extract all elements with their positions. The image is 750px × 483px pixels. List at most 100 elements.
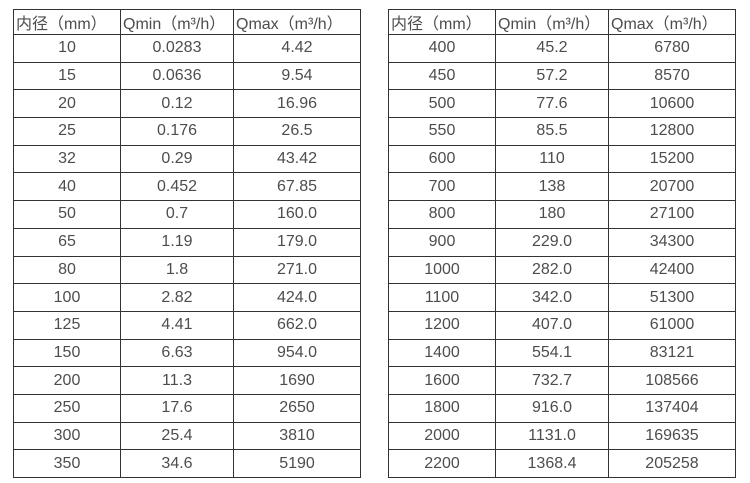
table-cell: 34300 <box>608 227 736 257</box>
table-cell: 229.0 <box>495 227 609 257</box>
table-cell: 282.0 <box>495 255 609 285</box>
table-cell: 450 <box>388 61 496 91</box>
table-cell: 17.6 <box>120 393 234 423</box>
table-cell: 900 <box>388 227 496 257</box>
table-row: 300 25.4 3810 <box>13 421 361 451</box>
table-cell: 2200 <box>388 449 496 478</box>
table-cell: 20 <box>13 89 121 119</box>
table-cell: 954.0 <box>233 338 361 368</box>
table-cell: 45.2 <box>495 34 609 63</box>
header-inner-diameter: 内径（mm） <box>13 9 121 35</box>
table-row: 10 0.0283 4.42 <box>13 34 361 63</box>
table-row: 1100 342.0 51300 <box>388 283 736 312</box>
table-cell: 1600 <box>388 366 496 395</box>
table-cell: 179.0 <box>233 227 361 257</box>
table-cell: 2650 <box>233 393 361 423</box>
table-cell: 424.0 <box>233 283 361 312</box>
table-row: 100 2.82 424.0 <box>13 283 361 312</box>
table-cell: 1100 <box>388 283 496 312</box>
table-cell: 600 <box>388 144 496 174</box>
table-row: 150 6.63 954.0 <box>13 338 361 368</box>
table-cell: 25 <box>13 117 121 146</box>
table-cell: 108566 <box>608 366 736 395</box>
table-cell: 67.85 <box>233 172 361 202</box>
table-cell: 916.0 <box>495 393 609 423</box>
table-cell: 32 <box>13 144 121 174</box>
table-cell: 20700 <box>608 172 736 202</box>
table-cell: 25.4 <box>120 421 234 451</box>
table-cell: 9.54 <box>233 61 361 91</box>
table-body: 400 45.2 6780 450 57.2 8570 500 77.6 10600 550 85.… <box>388 34 736 478</box>
table-cell: 200 <box>13 366 121 395</box>
table-cell: 50 <box>13 200 121 229</box>
table-cell: 1131.0 <box>495 421 609 451</box>
table-cell: 6.63 <box>120 338 234 368</box>
table-cell: 15 <box>13 61 121 91</box>
table-header-row: 内径（mm） Qmin（m³/h） Qmax（m³/h） <box>388 9 736 35</box>
table-row: 800 180 27100 <box>388 200 736 229</box>
table-row: 550 85.5 12800 <box>388 117 736 146</box>
table-row: 700 138 20700 <box>388 172 736 202</box>
table-row: 500 77.6 10600 <box>388 89 736 119</box>
table-row: 1600 732.7 108566 <box>388 366 736 395</box>
table-cell: 400 <box>388 34 496 63</box>
table-cell: 350 <box>13 449 121 478</box>
flow-table-dn400-2200: 内径（mm） Qmin（m³/h） Qmax（m³/h） 400 45.2 6780… <box>388 9 736 478</box>
table-cell: 1368.4 <box>495 449 609 478</box>
table-cell: 700 <box>388 172 496 202</box>
table-cell: 1690 <box>233 366 361 395</box>
table-cell: 80 <box>13 255 121 285</box>
table-cell: 83121 <box>608 338 736 368</box>
table-cell: 5190 <box>233 449 361 478</box>
table-cell: 10600 <box>608 89 736 119</box>
table-row: 2000 1131.0 169635 <box>388 421 736 451</box>
table-cell: 554.1 <box>495 338 609 368</box>
table-cell: 271.0 <box>233 255 361 285</box>
table-cell: 550 <box>388 117 496 146</box>
table-row: 50 0.7 160.0 <box>13 200 361 229</box>
table-cell: 43.42 <box>233 144 361 174</box>
header-qmax: Qmax（m³/h） <box>233 9 361 35</box>
table-cell: 2.82 <box>120 283 234 312</box>
table-cell: 0.176 <box>120 117 234 146</box>
table-cell: 57.2 <box>495 61 609 91</box>
table-cell: 138 <box>495 172 609 202</box>
flow-table-dn10-350: 内径（mm） Qmin（m³/h） Qmax（m³/h） 10 0.0283 4.4… <box>13 9 361 478</box>
table-row: 25 0.176 26.5 <box>13 117 361 146</box>
table-cell: 15200 <box>608 144 736 174</box>
table-cell: 137404 <box>608 393 736 423</box>
table-cell: 42400 <box>608 255 736 285</box>
header-qmin: Qmin（m³/h） <box>120 9 234 35</box>
table-row: 200 11.3 1690 <box>13 366 361 395</box>
table-row: 15 0.0636 9.54 <box>13 61 361 91</box>
table-row: 900 229.0 34300 <box>388 227 736 257</box>
table-cell: 100 <box>13 283 121 312</box>
table-cell: 0.7 <box>120 200 234 229</box>
table-cell: 407.0 <box>495 310 609 340</box>
table-cell: 1.19 <box>120 227 234 257</box>
table-row: 125 4.41 662.0 <box>13 310 361 340</box>
table-cell: 10 <box>13 34 121 63</box>
table-cell: 110 <box>495 144 609 174</box>
table-cell: 40 <box>13 172 121 202</box>
table-cell: 8570 <box>608 61 736 91</box>
table-cell: 1.8 <box>120 255 234 285</box>
table-cell: 34.6 <box>120 449 234 478</box>
table-cell: 300 <box>13 421 121 451</box>
table-cell: 205258 <box>608 449 736 478</box>
table-row: 40 0.452 67.85 <box>13 172 361 202</box>
table-cell: 1000 <box>388 255 496 285</box>
table-row: 350 34.6 5190 <box>13 449 361 478</box>
table-cell: 1400 <box>388 338 496 368</box>
table-row: 400 45.2 6780 <box>388 34 736 63</box>
table-cell: 662.0 <box>233 310 361 340</box>
table-cell: 732.7 <box>495 366 609 395</box>
table-cell: 0.29 <box>120 144 234 174</box>
table-cell: 12800 <box>608 117 736 146</box>
table-row: 80 1.8 271.0 <box>13 255 361 285</box>
table-cell: 800 <box>388 200 496 229</box>
table-cell: 500 <box>388 89 496 119</box>
table-row: 1400 554.1 83121 <box>388 338 736 368</box>
table-cell: 4.41 <box>120 310 234 340</box>
